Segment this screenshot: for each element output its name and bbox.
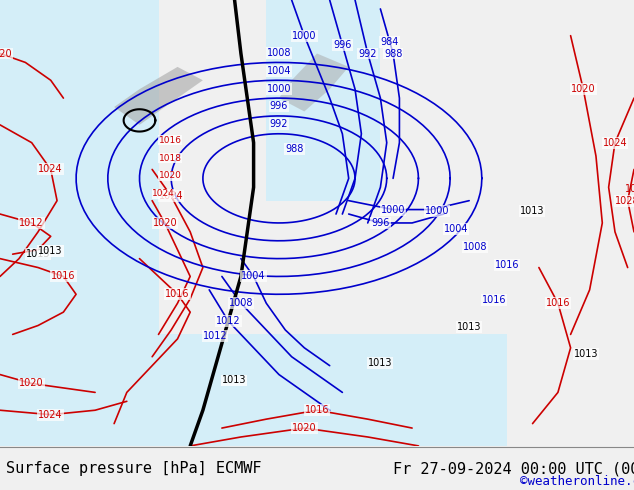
Text: 1024: 1024	[152, 189, 175, 198]
FancyBboxPatch shape	[266, 0, 380, 201]
Text: 1024: 1024	[39, 165, 63, 174]
Text: 988: 988	[285, 144, 304, 153]
Text: 1024: 1024	[603, 138, 627, 147]
Text: 1024: 1024	[39, 410, 63, 420]
Text: 1000: 1000	[267, 84, 291, 94]
Text: 1024: 1024	[159, 191, 183, 201]
Polygon shape	[114, 67, 203, 125]
Text: 1013: 1013	[456, 322, 481, 332]
Text: 992: 992	[358, 49, 377, 58]
Text: 1016: 1016	[51, 271, 75, 281]
FancyBboxPatch shape	[0, 0, 158, 446]
Text: 1016: 1016	[305, 405, 329, 415]
Text: 988: 988	[384, 49, 402, 58]
Text: 1028: 1028	[616, 196, 634, 206]
Text: 1016: 1016	[495, 260, 519, 270]
Polygon shape	[279, 53, 349, 112]
Text: 1008: 1008	[463, 242, 488, 252]
Text: 1012: 1012	[216, 316, 240, 326]
Text: 1013: 1013	[574, 349, 598, 359]
Text: 1013: 1013	[368, 358, 392, 368]
Text: 1020: 1020	[158, 172, 181, 180]
Text: 996: 996	[270, 101, 288, 112]
Text: 1012: 1012	[20, 218, 44, 228]
Text: 996: 996	[372, 218, 389, 228]
Text: 1032: 1032	[624, 184, 634, 194]
Text: 1013: 1013	[38, 246, 63, 256]
Text: 1000: 1000	[381, 204, 405, 215]
Text: ©weatheronline.co.uk: ©weatheronline.co.uk	[520, 475, 634, 488]
Text: 1004: 1004	[267, 66, 291, 76]
Text: 992: 992	[269, 119, 288, 129]
Text: 1020: 1020	[292, 423, 316, 433]
Text: 996: 996	[333, 40, 351, 49]
Text: 1016: 1016	[546, 298, 570, 308]
Text: 1004: 1004	[242, 271, 266, 281]
Text: 1013: 1013	[520, 206, 545, 216]
Text: 1013: 1013	[26, 249, 50, 259]
Text: 1013: 1013	[222, 375, 247, 386]
Text: 1016: 1016	[482, 295, 507, 305]
Text: 1004: 1004	[444, 224, 469, 234]
Text: 1016: 1016	[165, 289, 190, 299]
Text: 1018: 1018	[158, 153, 181, 163]
Text: 1020: 1020	[153, 218, 177, 228]
Text: 1016: 1016	[158, 136, 181, 145]
Text: 1000: 1000	[425, 206, 450, 216]
Text: 1000: 1000	[292, 31, 316, 41]
Text: 1008: 1008	[267, 48, 291, 58]
Text: 1020: 1020	[20, 378, 44, 389]
Text: 1012: 1012	[203, 331, 228, 341]
FancyBboxPatch shape	[127, 334, 507, 446]
Text: 984: 984	[380, 37, 399, 47]
Text: 1008: 1008	[229, 298, 253, 308]
Text: Fr 27-09-2024 00:00 UTC (00+24): Fr 27-09-2024 00:00 UTC (00+24)	[393, 462, 634, 476]
Text: Surface pressure [hPa] ECMWF: Surface pressure [hPa] ECMWF	[6, 462, 262, 476]
Text: 1020: 1020	[0, 49, 12, 58]
Text: 1020: 1020	[571, 84, 595, 94]
